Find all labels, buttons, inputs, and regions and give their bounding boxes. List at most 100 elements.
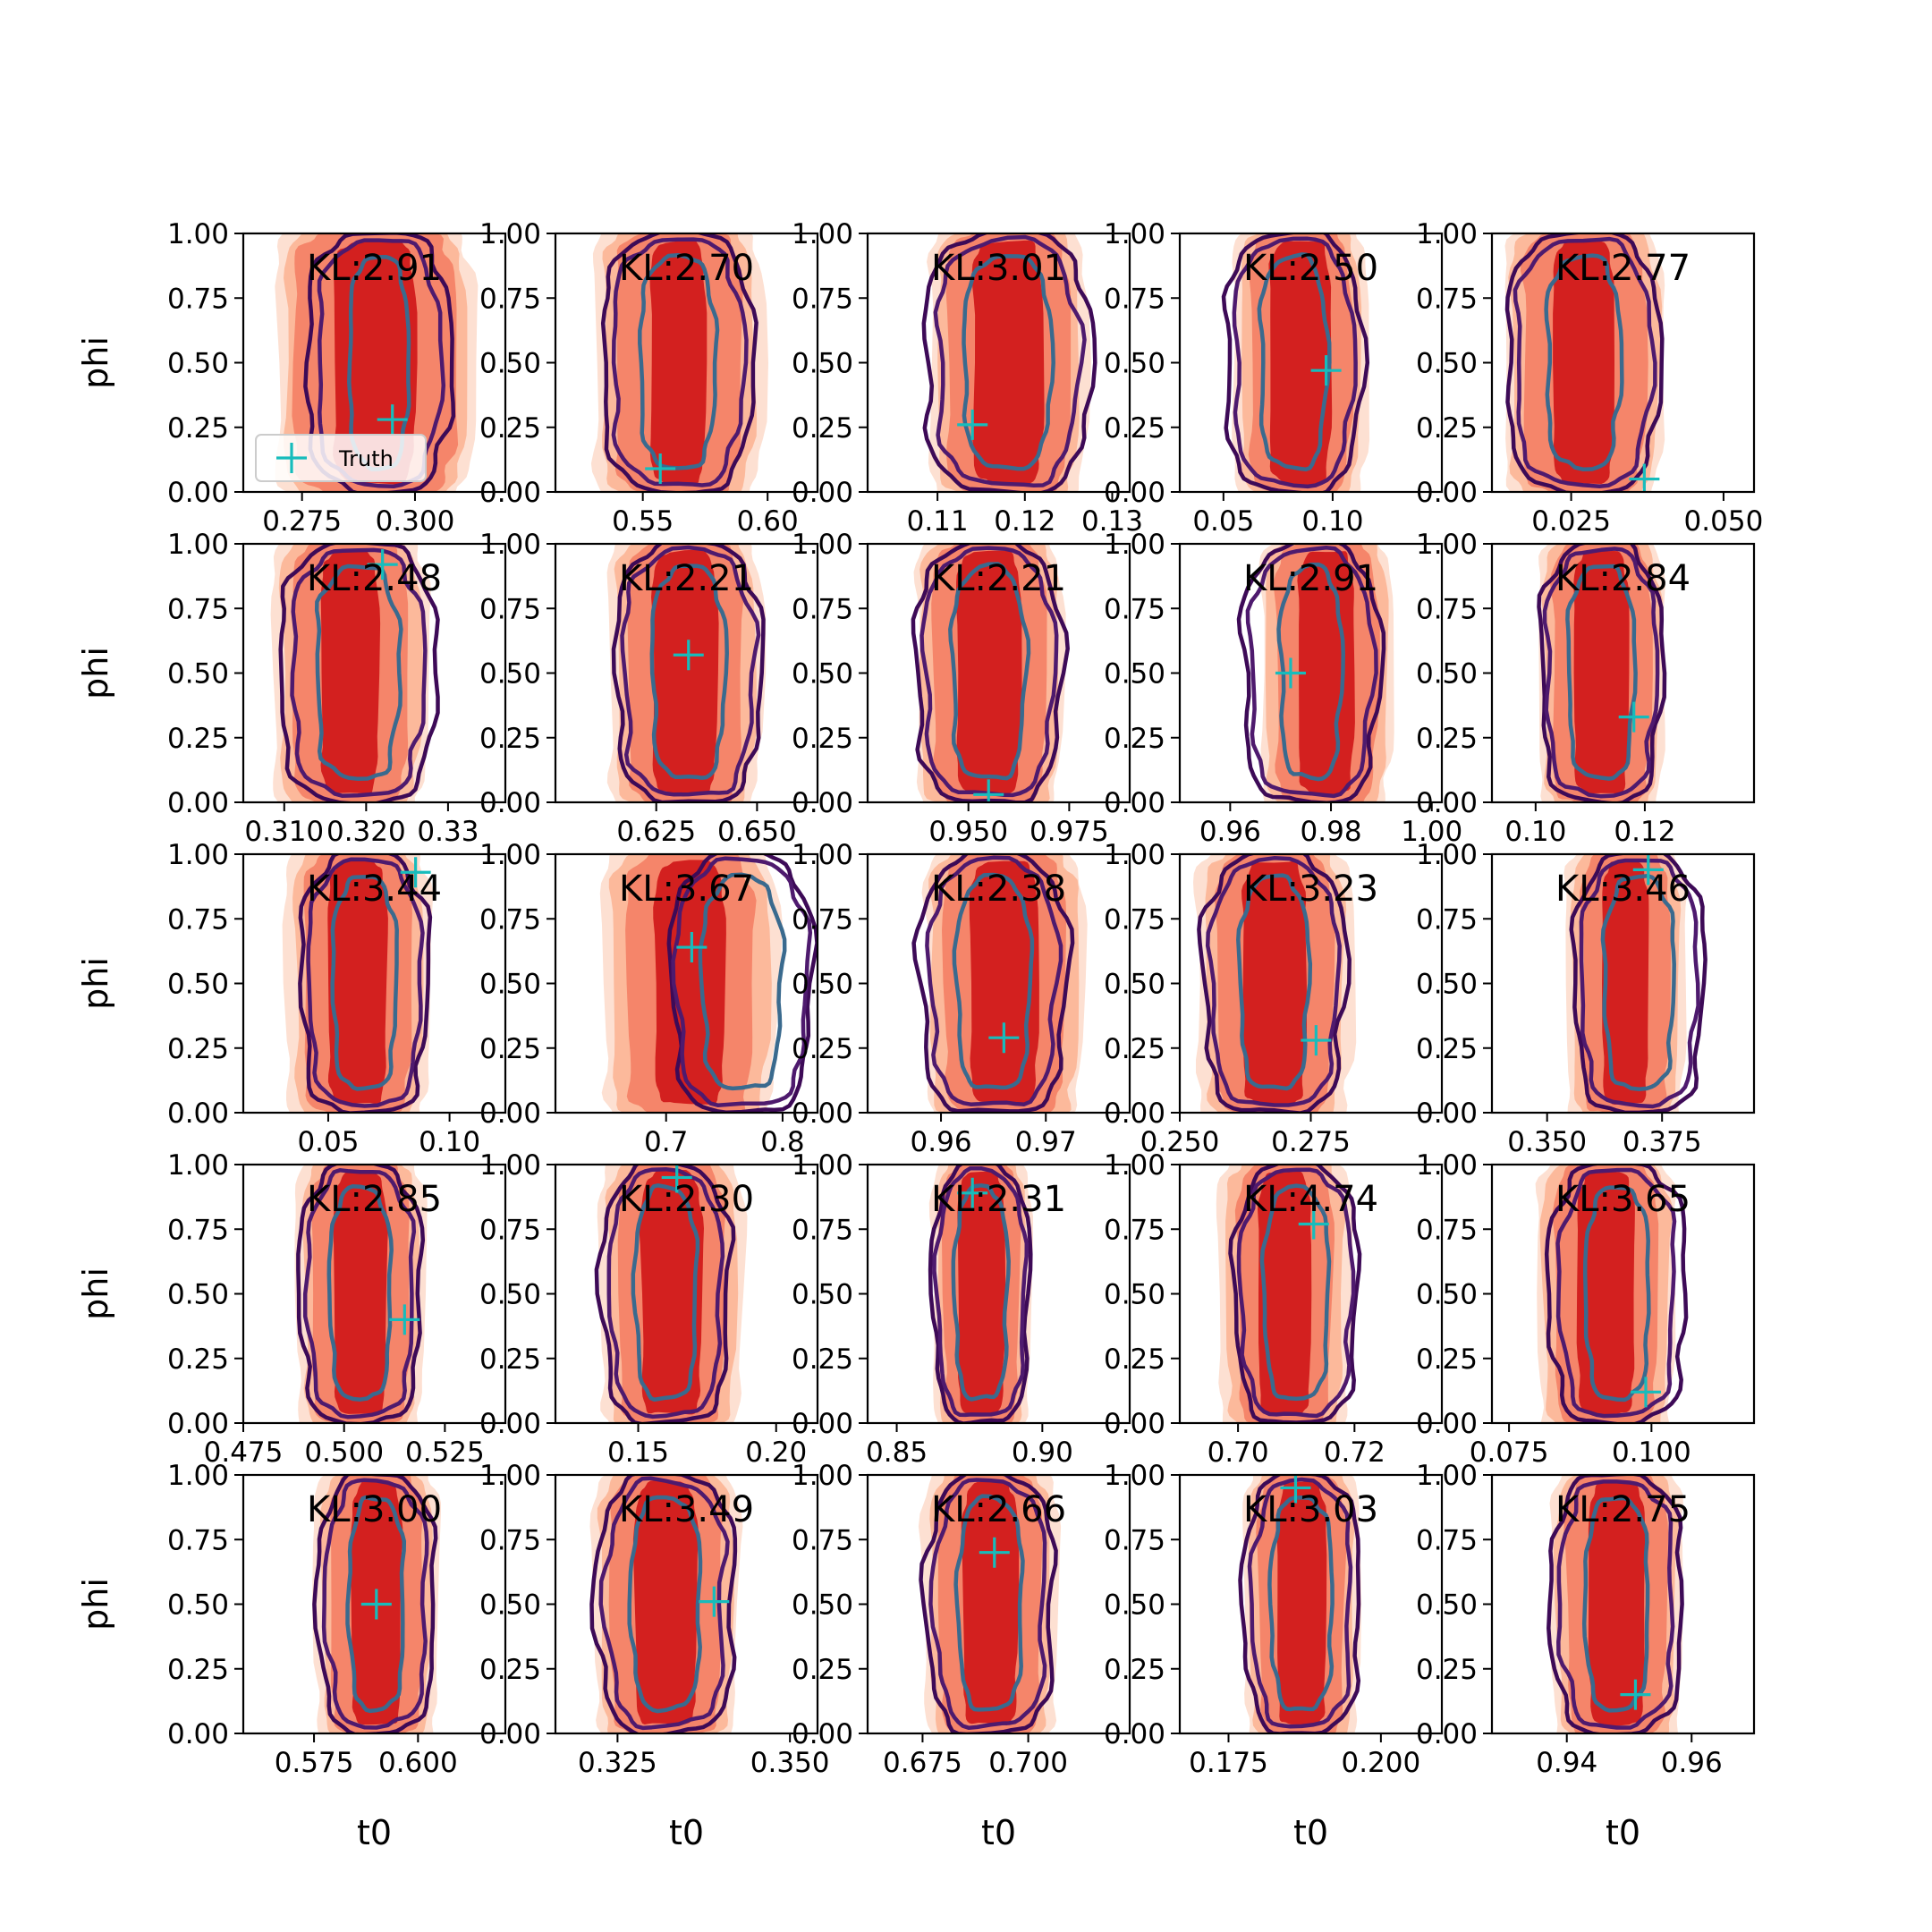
contour-line-outer bbox=[303, 233, 456, 492]
y-tick-label: 0.00 bbox=[1104, 1408, 1165, 1440]
x-tick-label: 0.05 bbox=[1192, 505, 1254, 538]
density-fill-level-4 bbox=[327, 860, 388, 1105]
y-tick-label: 0.75 bbox=[1104, 593, 1165, 625]
plot-area bbox=[918, 1475, 1062, 1733]
y-tick-label: 0.50 bbox=[167, 1279, 229, 1311]
kl-annotation: KL:2.48 bbox=[307, 558, 442, 599]
contour-line-inner bbox=[314, 564, 403, 782]
contour-line-inner bbox=[698, 872, 787, 1091]
legend: Truth bbox=[255, 434, 427, 482]
y-tick-label: 0.25 bbox=[479, 1343, 541, 1376]
x-tick-label: 0.600 bbox=[378, 1747, 458, 1779]
truth-marker bbox=[389, 1304, 420, 1335]
y-tick-label: 0.25 bbox=[167, 1343, 229, 1376]
y-tick-label: 0.75 bbox=[1416, 283, 1478, 315]
truth-marker bbox=[1301, 1025, 1332, 1056]
contour-line-outer bbox=[1236, 544, 1386, 802]
density-fill-level-4 bbox=[320, 550, 381, 795]
truth-marker bbox=[1630, 1377, 1661, 1408]
y-tick-label: 0.25 bbox=[479, 1033, 541, 1065]
y-tick-label: 0.25 bbox=[167, 1654, 229, 1686]
legend-label: Truth bbox=[338, 446, 394, 471]
x-tick-label: 0.85 bbox=[866, 1436, 928, 1469]
kl-annotation: KL:3.23 bbox=[1243, 869, 1378, 910]
y-tick-label: 0.50 bbox=[167, 969, 229, 1001]
y-tick-label: 0.25 bbox=[1104, 723, 1165, 755]
x-tick-label: 1.00 bbox=[1401, 816, 1462, 848]
y-tick-label: 0.50 bbox=[167, 348, 229, 380]
y-tick-label: 0.50 bbox=[479, 969, 541, 1001]
density-fill-level-4 bbox=[971, 240, 1045, 486]
x-tick-label: 0.320 bbox=[326, 816, 406, 848]
truth-marker bbox=[1280, 1475, 1311, 1504]
kl-annotation: KL:2.66 bbox=[931, 1489, 1066, 1530]
plot-area bbox=[312, 1475, 441, 1733]
y-tick-label: 1.00 bbox=[1104, 839, 1165, 871]
contour-line-middle bbox=[928, 1478, 1047, 1731]
y-tick-label: 1.00 bbox=[1416, 839, 1478, 871]
contour-line-middle bbox=[1555, 1167, 1677, 1419]
y-tick-label: 1.00 bbox=[167, 1149, 229, 1182]
density-fill-level-4 bbox=[1268, 241, 1333, 486]
y-tick-label: 1.00 bbox=[167, 218, 229, 250]
truth-marker bbox=[1620, 1679, 1651, 1710]
y-tick-label: 0.75 bbox=[792, 283, 853, 315]
y-tick-label: 0.75 bbox=[479, 1214, 541, 1246]
kl-annotation: KL:2.30 bbox=[619, 1179, 754, 1220]
y-tick-label: 0.25 bbox=[1416, 412, 1478, 445]
contour-line-middle bbox=[1236, 1167, 1356, 1419]
y-tick-label: 0.00 bbox=[1104, 477, 1165, 509]
density-fill-level-4 bbox=[649, 240, 708, 486]
contour-line-inner bbox=[962, 254, 1055, 471]
density-fill-level-4 bbox=[1573, 551, 1630, 794]
density-fill-level-4 bbox=[957, 1171, 1006, 1416]
plot-area bbox=[911, 854, 1088, 1113]
y-tick-label: 0.75 bbox=[1104, 1524, 1165, 1556]
kl-annotation: KL:3.65 bbox=[1555, 1179, 1690, 1220]
x-tick-label: 0.575 bbox=[275, 1747, 354, 1779]
contour-line-inner bbox=[649, 564, 729, 780]
x-tick-label: 0.96 bbox=[1199, 816, 1261, 848]
subplot-panel: 0.00 0.25 0.50 0.75 1.00 0.475 0.500 0.525 KL:2.… bbox=[76, 1149, 507, 1469]
x-tick-label: 0.375 bbox=[1623, 1126, 1702, 1158]
y-tick-label: 0.50 bbox=[1416, 348, 1478, 380]
contour-line-outer bbox=[1537, 544, 1667, 802]
contour-line-outer bbox=[1544, 1165, 1689, 1423]
kl-annotation: KL:3.03 bbox=[1243, 1489, 1378, 1530]
kl-annotation: KL:2.31 bbox=[931, 1179, 1066, 1220]
x-tick-label: 0.650 bbox=[717, 816, 797, 848]
x-tick-label: 0.15 bbox=[607, 1436, 669, 1469]
contour-line-middle bbox=[611, 237, 749, 487]
kl-annotation: KL:2.84 bbox=[1555, 558, 1690, 599]
kl-annotation: KL:2.77 bbox=[1555, 248, 1690, 289]
contour-line-middle bbox=[1205, 856, 1342, 1107]
contour-line-middle bbox=[1247, 1477, 1353, 1729]
subplot-panel: 0.00 0.25 0.50 0.75 1.00 0.625 0.650 KL:2.21 bbox=[479, 529, 819, 848]
x-tick-label: 0.050 bbox=[1684, 505, 1764, 538]
plot-area bbox=[1193, 854, 1357, 1113]
y-tick-label: 1.00 bbox=[792, 529, 853, 561]
x-tick-label: 0.10 bbox=[1301, 505, 1363, 538]
density-fill-level-4 bbox=[1553, 241, 1614, 484]
y-tick-label: 1.00 bbox=[792, 218, 853, 250]
contour-line-inner bbox=[952, 872, 1035, 1090]
density-fill-level-4 bbox=[651, 549, 719, 795]
truth-marker bbox=[1310, 355, 1342, 386]
plot-area bbox=[599, 854, 818, 1113]
x-tick-label: 0.200 bbox=[1341, 1747, 1420, 1779]
contour-line-inner bbox=[1259, 1183, 1332, 1402]
contour-line-inner bbox=[627, 1495, 703, 1714]
x-tick-label: 0.475 bbox=[204, 1436, 284, 1469]
x-axis-label: t0 bbox=[669, 1813, 704, 1852]
contour-line-outer bbox=[589, 1475, 738, 1733]
truth-marker bbox=[1618, 701, 1649, 733]
x-tick-label: 0.55 bbox=[612, 505, 674, 538]
truth-marker bbox=[676, 932, 708, 963]
x-tick-label: 0.12 bbox=[994, 505, 1055, 538]
y-tick-label: 0.25 bbox=[479, 412, 541, 445]
contour-line-outer bbox=[296, 1165, 426, 1423]
subplot-grid: 0.00 0.25 0.50 0.75 1.00 0.275 0.300 KL:2.91 phi… bbox=[76, 218, 1764, 1852]
truth-marker bbox=[367, 549, 398, 580]
x-tick-label: 0.175 bbox=[1189, 1747, 1268, 1779]
y-tick-label: 1.00 bbox=[167, 1460, 229, 1492]
